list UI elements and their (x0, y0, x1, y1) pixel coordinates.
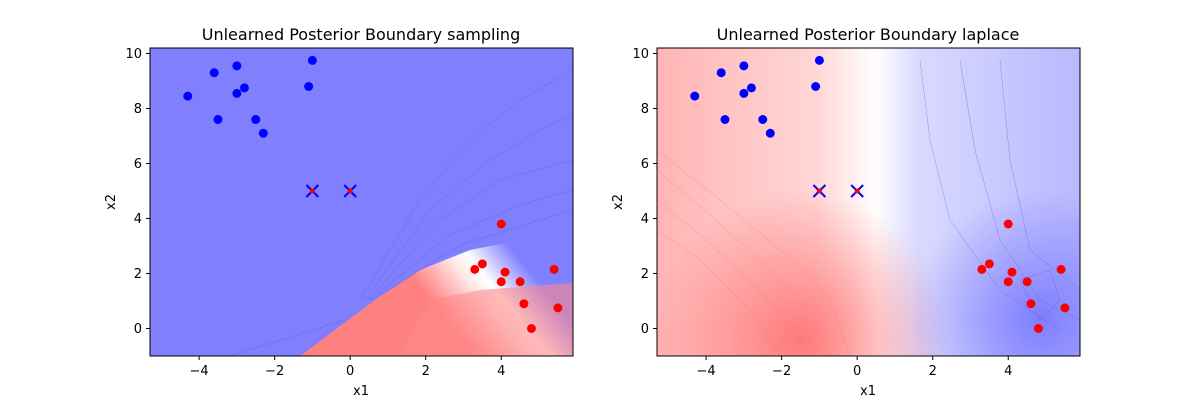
data-point (258, 128, 268, 138)
data-point (500, 267, 510, 277)
y-tick-label: 4 (641, 212, 649, 227)
data-point (239, 83, 249, 93)
ticks: −4 −2 0 2 4 0 2 4 6 8 10 (632, 47, 1012, 379)
x-tick-label: 4 (497, 364, 505, 379)
data-point (1007, 267, 1017, 277)
x-tick-label: 0 (853, 364, 861, 379)
panel-sampling: Unlearned Posterior Boundary sampling x1… (104, 25, 574, 399)
y-tick-label: 0 (134, 322, 142, 337)
data-point (1003, 219, 1013, 229)
ticks: −4 −2 0 2 4 0 2 4 6 8 10 (125, 47, 505, 379)
data-point (690, 91, 700, 101)
data-point (1060, 303, 1070, 313)
x-tick-label: −4 (697, 364, 716, 379)
axes-frame (656, 47, 1081, 357)
data-point (470, 264, 480, 274)
data-point (984, 259, 994, 269)
data-point (811, 82, 821, 91)
y-tick-label: 0 (641, 322, 649, 337)
posterior-contour-sampling (150, 48, 573, 356)
chart-title: Unlearned Posterior Boundary sampling (202, 25, 520, 44)
y-tick-label: 2 (134, 267, 142, 282)
data-point (716, 68, 726, 78)
data-point (739, 61, 749, 71)
x-tick-label: 2 (422, 364, 430, 379)
data-point (814, 55, 824, 65)
data-point (209, 68, 219, 78)
chart-title: Unlearned Posterior Boundary laplace (717, 25, 1020, 44)
data-point (496, 277, 506, 287)
data-point (549, 264, 559, 274)
forget-point-x-marker (812, 184, 827, 198)
data-point (519, 299, 529, 309)
data-point (232, 61, 242, 71)
axes-frame (149, 47, 574, 357)
y-tick-label: 10 (125, 47, 142, 62)
x-tick-label: −4 (190, 364, 209, 379)
data-point (515, 277, 525, 287)
data-points (690, 55, 1070, 333)
data-point (765, 128, 775, 138)
data-point (1022, 277, 1032, 287)
data-point (977, 264, 987, 274)
x-axis-label: x1 (353, 384, 369, 399)
data-point (1026, 299, 1036, 309)
data-point (526, 324, 536, 333)
y-tick-label: 10 (632, 47, 649, 62)
data-point (1003, 277, 1013, 287)
y-tick-label: 8 (641, 102, 649, 117)
x-tick-label: 0 (346, 364, 354, 379)
data-point (232, 88, 242, 98)
data-point (304, 82, 314, 91)
data-point (739, 88, 749, 98)
y-tick-label: 4 (134, 212, 142, 227)
y-axis-label: x2 (611, 194, 626, 210)
y-tick-label: 2 (641, 267, 649, 282)
data-points (183, 55, 563, 333)
data-point (477, 259, 487, 269)
panel-laplace: Unlearned Posterior Boundary laplace x1 … (611, 25, 1081, 399)
x-tick-label: −2 (265, 364, 284, 379)
data-point (213, 115, 223, 124)
x-tick-label: 4 (1004, 364, 1012, 379)
data-point (1056, 264, 1066, 274)
forget-point-x-marker (305, 184, 320, 198)
y-tick-label: 6 (641, 157, 649, 172)
data-point (251, 115, 261, 124)
data-point (1033, 324, 1043, 333)
y-tick-label: 6 (134, 157, 142, 172)
x-tick-label: −2 (772, 364, 791, 379)
posterior-contour-laplace (657, 48, 1080, 356)
x-axis-label: x1 (860, 384, 876, 399)
y-axis-label: x2 (104, 194, 119, 210)
data-point (496, 219, 506, 229)
data-point (307, 55, 317, 65)
data-point (183, 91, 193, 101)
data-point (746, 83, 756, 93)
y-tick-label: 8 (134, 102, 142, 117)
forget-point-x-marker (343, 184, 357, 198)
data-point (553, 303, 563, 313)
forget-point-x-marker (850, 184, 864, 198)
data-point (720, 115, 730, 124)
x-tick-label: 2 (929, 364, 937, 379)
data-point (758, 115, 768, 124)
